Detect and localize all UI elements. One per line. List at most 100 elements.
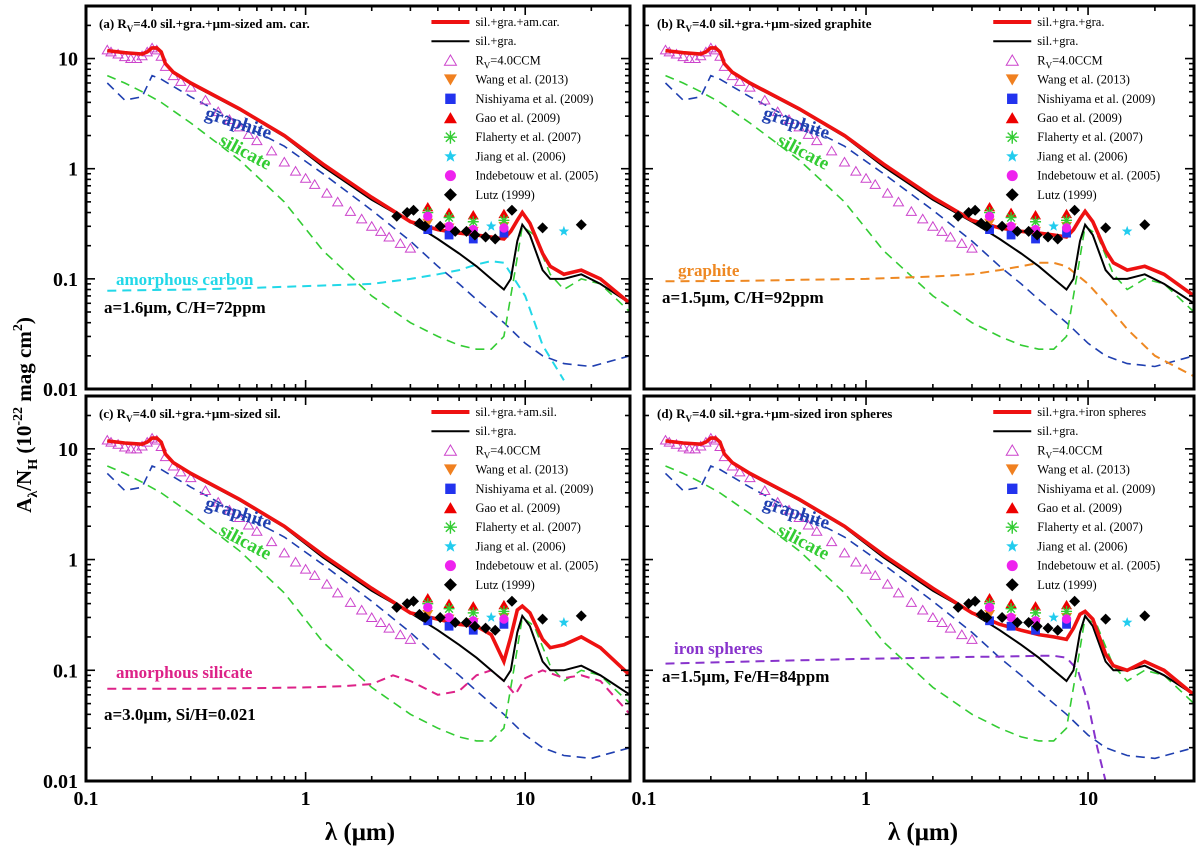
ccm-point bbox=[810, 525, 823, 536]
obs-point bbox=[1121, 617, 1133, 627]
ccm-point bbox=[251, 135, 263, 146]
legend-marker bbox=[444, 149, 457, 162]
obs-point bbox=[498, 599, 510, 610]
obs-point bbox=[1062, 228, 1071, 238]
panel-title: (b) RV=4.0 sil.+gra.+μm-sized graphite bbox=[657, 16, 872, 34]
obs-point bbox=[499, 223, 509, 233]
legend-marker bbox=[443, 444, 458, 456]
ccm-point bbox=[289, 556, 302, 567]
plot-area-a bbox=[101, 42, 630, 381]
obs-point bbox=[996, 220, 1008, 232]
ccm-point bbox=[677, 51, 689, 62]
obs-point bbox=[1031, 234, 1040, 244]
obs-point bbox=[1031, 625, 1040, 635]
ccm-point bbox=[365, 611, 378, 622]
ccm-point bbox=[838, 547, 851, 558]
panel-d: 0.1 1 10 (d) RV=4.0 sil.+gra.+μm-sized iron… bbox=[632, 394, 1196, 810]
obs-point bbox=[1030, 607, 1042, 619]
legend-label: sil.+gra.+am.sil. bbox=[475, 405, 556, 419]
obs-point bbox=[1005, 603, 1017, 615]
obs-point bbox=[981, 220, 993, 232]
ccm-point bbox=[936, 617, 948, 628]
ccm-point bbox=[802, 128, 815, 139]
ccm-point bbox=[944, 231, 957, 242]
legend: sil.+gra.+am.car. sil.+gra. RV=4.0CCM Wang … bbox=[431, 15, 598, 202]
ccm-point bbox=[265, 145, 278, 156]
legend-marker bbox=[1006, 149, 1019, 162]
plot-area-b bbox=[659, 42, 1194, 378]
obs-point bbox=[434, 611, 446, 623]
obs-point bbox=[489, 624, 501, 636]
legend-label: sil.+gra.+am.car. bbox=[475, 15, 559, 29]
legend-label: sil.+gra. bbox=[1037, 34, 1078, 48]
obs-point bbox=[489, 233, 501, 245]
legend-label: Wang et al. (2013) bbox=[1037, 73, 1130, 87]
ccm-point bbox=[955, 629, 968, 640]
panel-b: (b) RV=4.0 sil.+gra.+μm-sized graphite si… bbox=[642, 4, 1196, 391]
obs-point bbox=[1121, 225, 1133, 236]
legend-label: Indebetouw et al. (2005) bbox=[1037, 169, 1160, 183]
ccm-point bbox=[118, 51, 131, 62]
ccm-point bbox=[118, 441, 131, 452]
graphite-curve bbox=[106, 74, 630, 368]
ccm-point bbox=[881, 578, 894, 589]
legend-label: Gao et al. (2009) bbox=[475, 501, 560, 515]
x-tick-label: 10 bbox=[515, 788, 535, 810]
obs-point bbox=[985, 225, 994, 234]
ccm-point bbox=[793, 121, 806, 132]
ccm-point bbox=[374, 617, 387, 628]
ccm-point bbox=[299, 563, 312, 574]
obs-point bbox=[444, 221, 454, 231]
ccm-point bbox=[124, 53, 137, 64]
plot-area-c bbox=[101, 432, 630, 760]
legend-label: Wang et al. (2013) bbox=[475, 463, 568, 477]
graphite-curve bbox=[106, 464, 630, 760]
ccm-point bbox=[174, 466, 187, 477]
legend-marker bbox=[444, 539, 457, 552]
legend-label: Nishiyama et al. (2009) bbox=[1037, 482, 1155, 496]
ccm-point bbox=[733, 75, 746, 86]
obs-point bbox=[469, 620, 481, 632]
ccm-point bbox=[849, 556, 862, 567]
legend-marker bbox=[1005, 74, 1019, 86]
obs-point bbox=[444, 612, 454, 623]
y-tick-label: 0.01 bbox=[43, 771, 78, 793]
obs-point bbox=[480, 231, 492, 243]
panel-a: 0.1 1 10 0.01 (a) RV=4.0 sil.+gra.+μm-sized … bbox=[43, 4, 632, 401]
legend-label: Jiang et al. (2006) bbox=[1037, 149, 1127, 163]
ccm-point bbox=[212, 106, 225, 117]
obs-point bbox=[558, 225, 570, 236]
x-axis-label-left: λ (μm) bbox=[325, 819, 395, 846]
ccm-point bbox=[771, 496, 784, 507]
obs-point bbox=[1048, 220, 1059, 231]
obs-point bbox=[1030, 210, 1042, 220]
obs-point bbox=[408, 595, 420, 607]
obs-point bbox=[449, 617, 461, 629]
ccm-point bbox=[810, 135, 823, 146]
obs-point bbox=[1006, 230, 1016, 240]
ccm-point bbox=[199, 485, 212, 496]
obs-point bbox=[467, 601, 479, 611]
obs-point bbox=[444, 621, 454, 631]
obs-point bbox=[486, 611, 497, 622]
obs-point bbox=[419, 611, 431, 623]
obs-point bbox=[969, 595, 981, 607]
legend-marker bbox=[1005, 578, 1019, 592]
x-tick-label: 10 bbox=[1078, 788, 1098, 810]
ccm-point bbox=[783, 504, 795, 515]
legend-label: Indebetouw et al. (2005) bbox=[475, 559, 598, 573]
ccm-point bbox=[860, 172, 872, 183]
ccm-point bbox=[383, 231, 395, 242]
obs-point bbox=[443, 212, 455, 224]
obs-point bbox=[1061, 223, 1072, 233]
legend-label: Nishiyama et al. (2009) bbox=[475, 92, 593, 106]
plot-area-d bbox=[659, 432, 1194, 781]
size-annotation: a=1.6μm, C/H=72ppm bbox=[104, 298, 266, 317]
legend-label: RV=4.0CCM bbox=[1037, 53, 1102, 70]
legend-marker bbox=[1005, 188, 1019, 202]
legend-label: RV=4.0CCM bbox=[1037, 443, 1102, 460]
ccm-point bbox=[242, 128, 255, 139]
obs-point bbox=[1030, 601, 1042, 611]
ccm-point bbox=[404, 633, 417, 644]
